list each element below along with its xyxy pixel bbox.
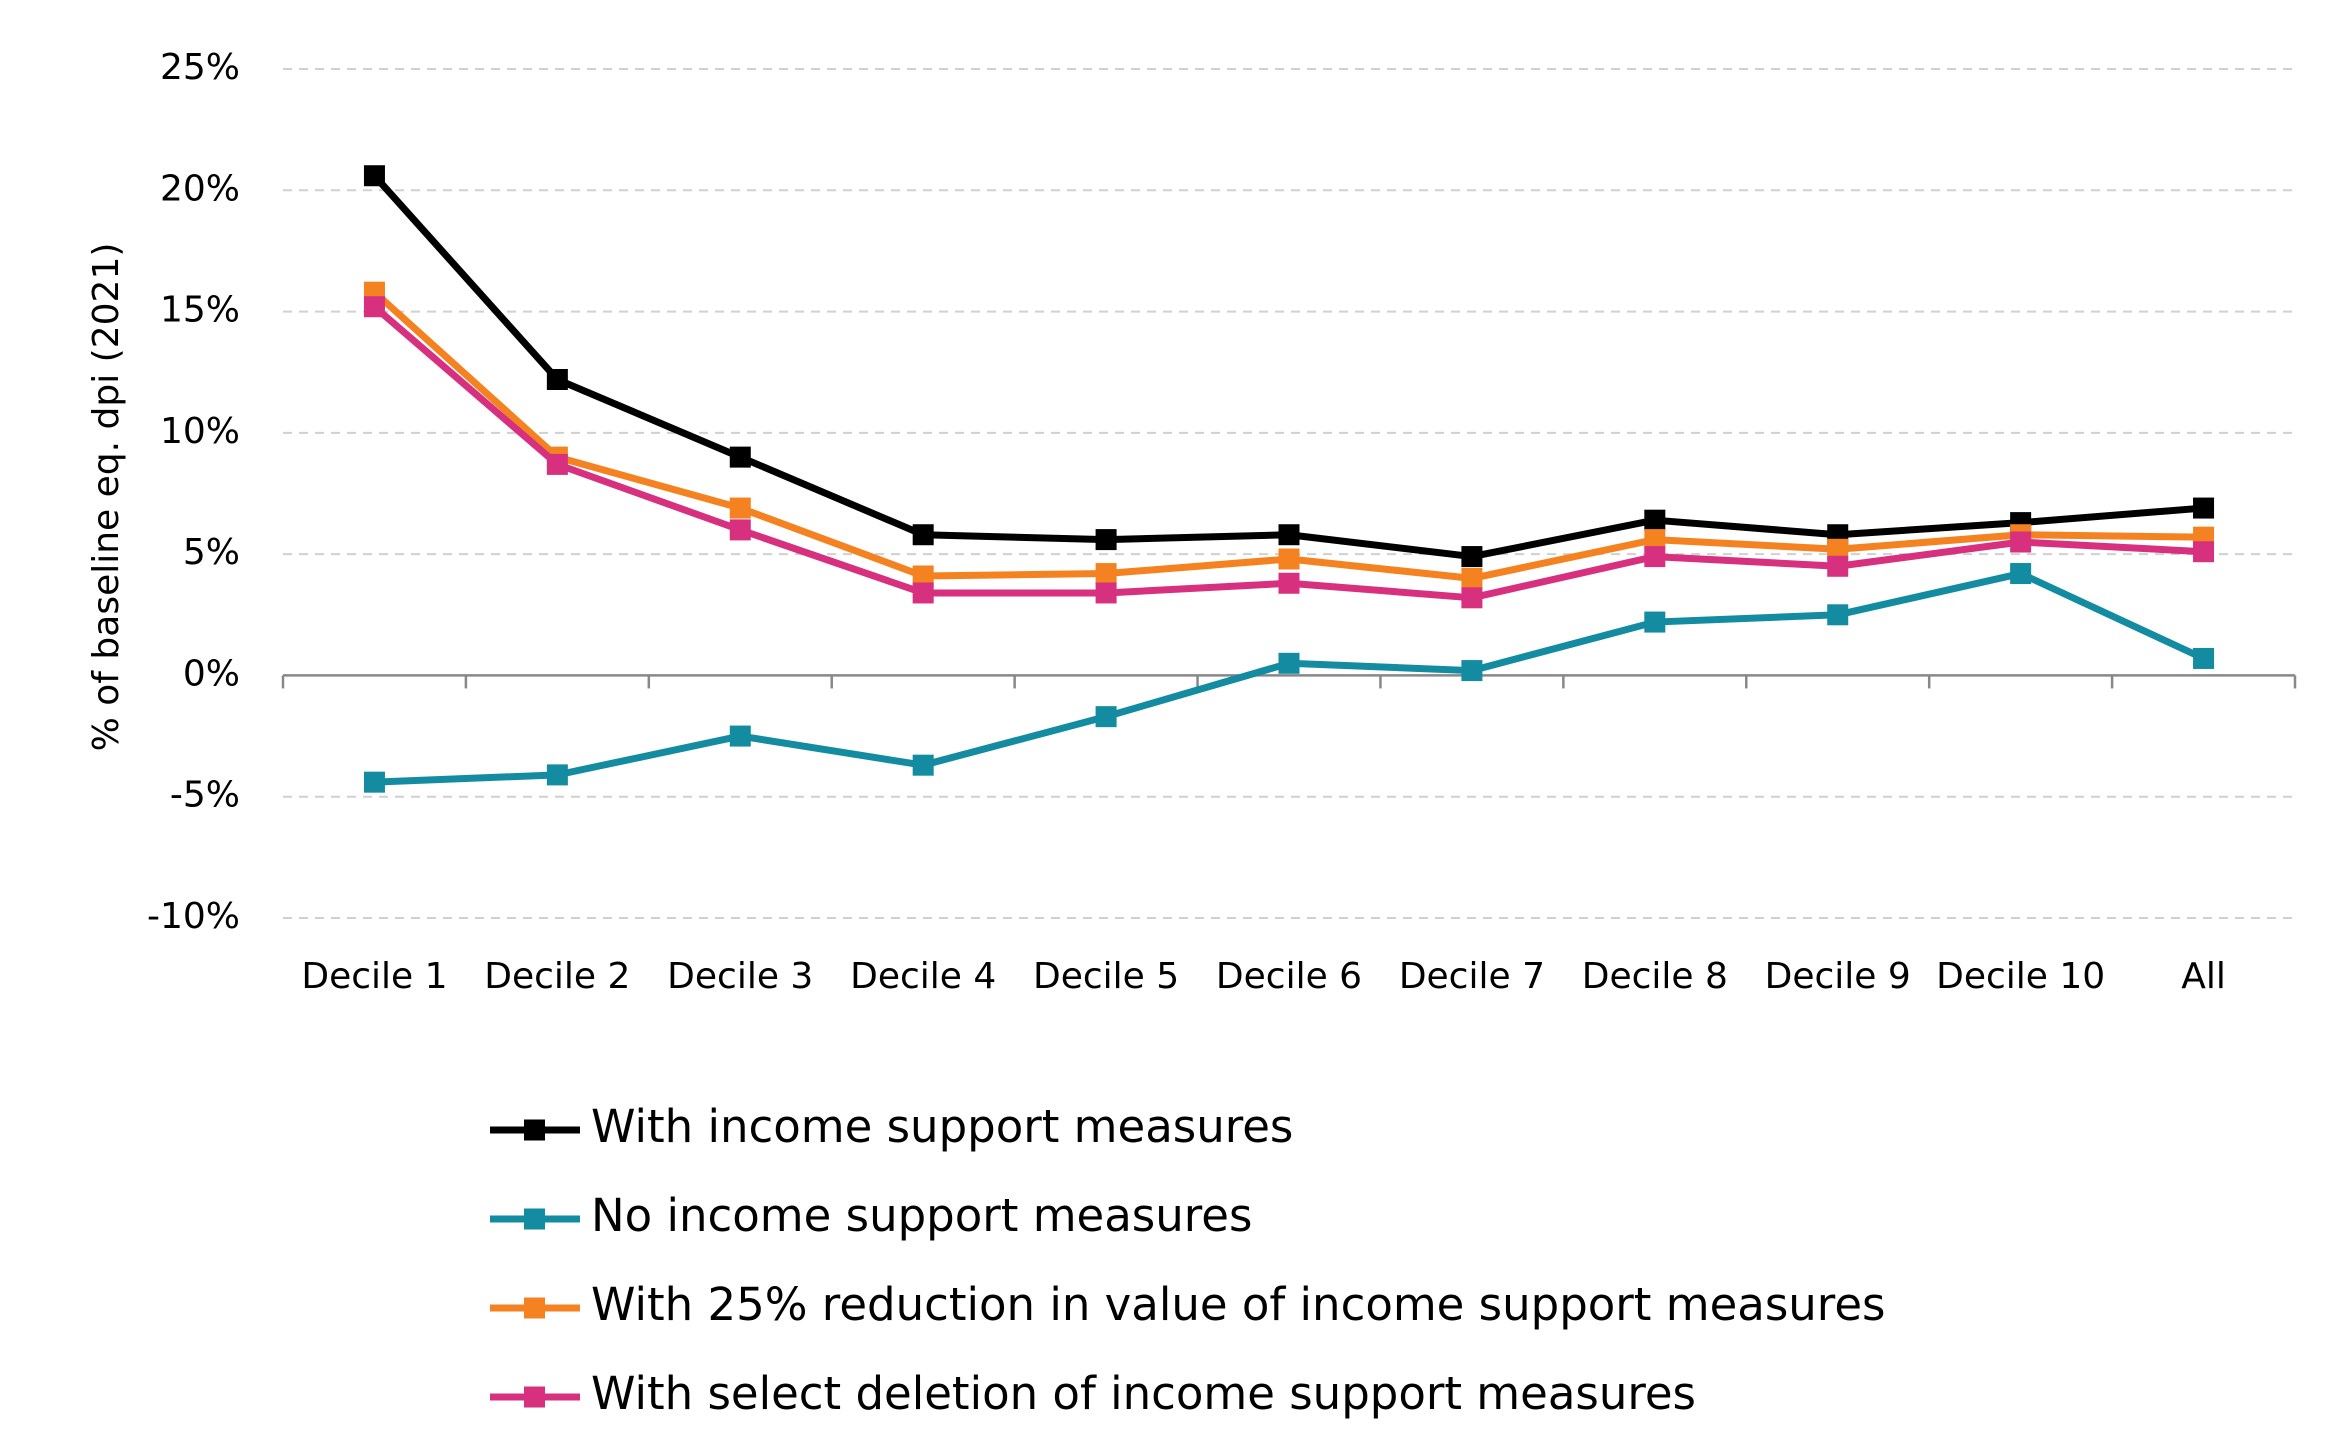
marker — [912, 582, 934, 604]
marker — [1644, 529, 1666, 551]
x-tick-label: Decile 4 — [850, 956, 996, 997]
y-tick-label: 0% — [183, 653, 240, 694]
marker — [1278, 524, 1300, 546]
x-tick-label: Decile 9 — [1765, 956, 1911, 997]
marker — [2193, 541, 2215, 563]
legend-swatch-marker — [524, 1386, 545, 1408]
marker — [729, 725, 751, 747]
marker — [1644, 509, 1666, 531]
x-tick-label: Decile 10 — [1936, 956, 2105, 997]
x-tick-label: Decile 1 — [301, 956, 447, 997]
legend-text: With 25% reduction in value of income su… — [591, 1278, 1885, 1331]
marker — [2193, 497, 2215, 519]
marker — [1095, 529, 1117, 551]
marker — [729, 446, 751, 468]
marker — [1461, 587, 1483, 609]
y-tick-label: 15% — [160, 290, 240, 331]
x-tick-label: Decile 6 — [1216, 956, 1362, 997]
legend-swatch-marker — [524, 1119, 545, 1141]
marker — [1095, 582, 1117, 604]
y-tick-label: 10% — [160, 411, 240, 452]
x-tick-label: Decile 7 — [1399, 956, 1545, 997]
marker — [1827, 538, 1849, 560]
y-axis-label: % of baseline eq. dpi (2021) — [86, 243, 127, 752]
marker — [1095, 706, 1117, 728]
marker — [1461, 567, 1483, 589]
marker — [1827, 555, 1849, 577]
y-tick-label: 5% — [183, 532, 240, 573]
x-tick-label: Decile 8 — [1582, 956, 1728, 997]
legend-text: With income support measures — [591, 1100, 1293, 1153]
y-tick-label: -10% — [147, 896, 240, 937]
marker — [1278, 572, 1300, 594]
marker — [2193, 647, 2215, 669]
marker — [546, 453, 568, 475]
legend-swatch-marker — [524, 1297, 545, 1319]
marker — [1278, 548, 1300, 570]
marker — [912, 565, 934, 587]
marker — [363, 771, 385, 793]
x-tick-label: All — [2181, 956, 2226, 997]
marker — [1461, 546, 1483, 568]
marker — [2010, 531, 2032, 553]
y-tick-label: -5% — [170, 775, 240, 816]
y-tick-label: 25% — [160, 47, 240, 88]
marker — [1461, 660, 1483, 682]
marker — [1827, 604, 1849, 626]
marker — [546, 368, 568, 390]
marker — [363, 165, 385, 187]
x-tick-label: Decile 5 — [1033, 956, 1179, 997]
x-tick-label: Decile 2 — [484, 956, 630, 997]
marker — [729, 519, 751, 541]
legend-text: No income support measures — [591, 1189, 1252, 1242]
marker — [729, 497, 751, 519]
legend-swatch-marker — [524, 1208, 545, 1230]
y-tick-label: 20% — [160, 168, 240, 209]
marker — [1095, 563, 1117, 585]
marker — [912, 524, 934, 546]
marker — [1278, 652, 1300, 674]
marker — [912, 754, 934, 776]
marker — [363, 296, 385, 318]
marker — [546, 764, 568, 786]
marker — [1644, 611, 1666, 633]
x-tick-label: Decile 3 — [667, 956, 813, 997]
marker — [2010, 563, 2032, 585]
legend-text: With select deletion of income support m… — [591, 1367, 1696, 1420]
marker — [1644, 546, 1666, 568]
